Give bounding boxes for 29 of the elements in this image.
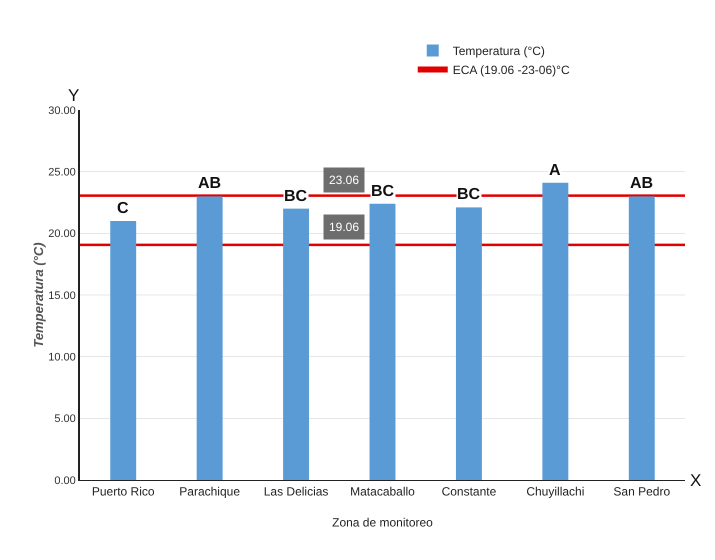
x-axis-title: Zona de monitoreo [332,515,434,530]
data-label: AB [198,175,222,192]
y-axis-title: Temperatura (°C) [31,242,46,348]
y-tick-label: 0.00 [54,474,76,487]
data-label: A [549,162,561,179]
y-tick-label: 20.00 [48,228,76,240]
x-tick-label: Parachique [179,484,240,498]
x-tick-label: San Pedro [613,484,670,498]
data-label: BC [371,183,395,200]
y-tick-label: 15.00 [48,290,76,302]
y-tick-label: 30.00 [48,104,76,117]
y-tick-label: 25.00 [48,166,76,179]
data-label: C [117,200,129,217]
legend-label: Temperatura (°C) [452,44,545,58]
text: ECA (19.06 -23-06)°C [452,63,570,78]
x-tick-label: Las Delicias [264,484,328,498]
x-tick-label: Puerto Rico [92,484,155,498]
text: X [690,471,702,490]
ref-line-label: 19.06 [329,220,360,234]
x-tick-label: Matacaballo [350,484,416,498]
y-tick-label: 5.00 [54,413,76,426]
data-label: BC [457,186,481,203]
text: Y [68,86,80,105]
data-label: BC [284,188,308,205]
x-tick-label: Chuyillachi [526,484,584,498]
ref-line-label: 23.06 [329,173,360,187]
x-tick-label: Constante [442,484,497,498]
y-tick-label: 10.00 [48,352,76,364]
data-label: AB [630,175,654,192]
